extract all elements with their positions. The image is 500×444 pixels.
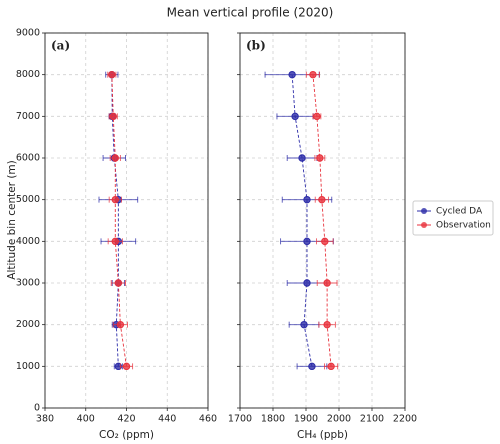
marker: [316, 154, 324, 162]
y-axis-label: Altitude bin center (m): [6, 160, 18, 279]
x-tick-label: 2100: [360, 414, 384, 425]
panel-label: (a): [51, 39, 70, 53]
marker: [109, 112, 117, 121]
marker: [114, 279, 123, 287]
marker: [303, 195, 311, 204]
marker: [321, 237, 329, 246]
y-tick-label: 4000: [16, 236, 40, 247]
marker: [111, 154, 119, 162]
profile-line: [291, 74, 313, 367]
marker: [111, 237, 119, 246]
y-tick-label: 7000: [16, 111, 40, 122]
panel-label: (b): [246, 39, 266, 53]
marker: [288, 70, 296, 79]
x-axis-label: CH₄ (ppb): [297, 429, 348, 441]
legend-label: Cycled DA: [436, 207, 483, 217]
marker: [309, 70, 317, 79]
marker: [308, 362, 316, 371]
profile-line: [111, 74, 119, 367]
marker: [327, 362, 335, 371]
marker: [323, 320, 331, 329]
axes-frame: [239, 32, 406, 409]
y-tick-label: 8000: [16, 69, 40, 80]
marker: [323, 279, 331, 287]
marker: [291, 112, 299, 121]
y-tick-label: 5000: [16, 194, 40, 205]
marker: [116, 320, 125, 329]
x-tick-label: 1800: [261, 414, 285, 425]
y-tick-label: 0: [34, 403, 40, 414]
legend-box: [412, 200, 494, 236]
y-tick-label: 6000: [16, 153, 40, 164]
marker: [303, 279, 311, 287]
legend-swatch: [421, 208, 427, 214]
x-tick-label: 440: [158, 414, 176, 425]
y-tick-label: 2000: [16, 319, 40, 330]
marker: [303, 237, 311, 246]
legend-swatch: [421, 222, 427, 228]
x-tick-label: 400: [77, 414, 95, 425]
marker: [108, 70, 116, 79]
figure-title: Mean vertical profile (2020): [167, 6, 334, 20]
legend-label: Observation: [436, 221, 491, 231]
marker: [111, 195, 119, 204]
axes-frame: [44, 32, 209, 409]
marker: [313, 112, 321, 121]
x-tick-label: 2000: [327, 414, 351, 425]
marker: [300, 320, 308, 329]
x-tick-label: 1900: [294, 414, 318, 425]
x-tick-label: 420: [117, 414, 135, 425]
marker: [122, 362, 131, 371]
x-tick-label: 1700: [228, 414, 252, 425]
profile-line: [111, 74, 127, 367]
y-tick-label: 3000: [16, 278, 40, 289]
x-tick-label: 460: [199, 414, 217, 425]
marker: [318, 195, 326, 204]
y-tick-label: 9000: [16, 28, 40, 39]
x-tick-label: 2200: [393, 414, 417, 425]
x-tick-label: 380: [36, 414, 54, 425]
marker: [298, 154, 306, 162]
x-axis-label: CO₂ (ppm): [99, 429, 154, 441]
profile-line: [312, 74, 332, 367]
y-tick-label: 1000: [16, 361, 40, 372]
